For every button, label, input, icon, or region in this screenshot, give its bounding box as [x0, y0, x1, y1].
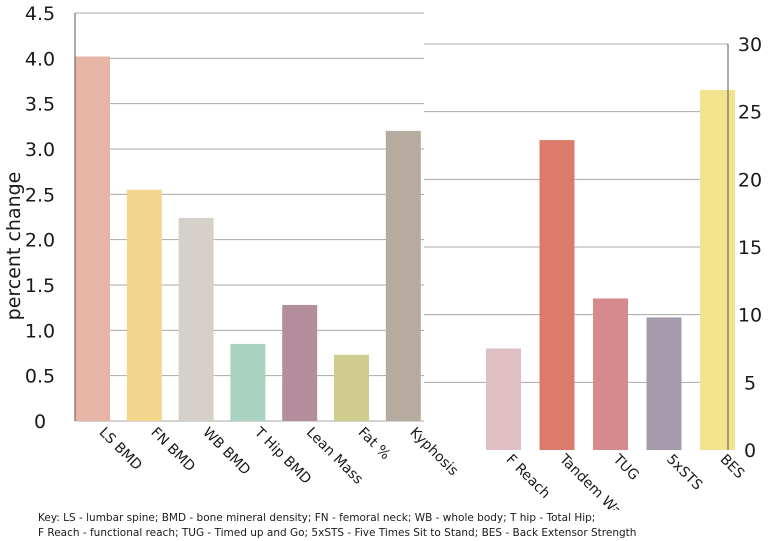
left-y-tick-label: 2.0 — [25, 230, 55, 252]
bar-5xsts — [646, 317, 682, 450]
bar-bes — [700, 90, 735, 450]
bar-t-hip-bmd — [230, 343, 266, 421]
left-y-tick-label: 0 — [34, 411, 46, 433]
left-category-label: LS BMD — [96, 425, 145, 474]
left-y-tick-label: 1.0 — [25, 320, 55, 342]
left-category-label: FN BMD — [147, 425, 198, 476]
left-y-tick-label: 4.0 — [25, 48, 55, 70]
bar-fat — [334, 354, 369, 421]
right-category-label: TUG — [609, 451, 642, 484]
bar-ls-bmd — [75, 56, 110, 422]
key-line-2: F Reach - functional reach; TUG - Timed … — [38, 527, 637, 539]
bar-lean-mass — [282, 304, 318, 421]
bar-fn-bmd — [126, 189, 162, 421]
left-y-axis-label: percent change — [3, 172, 25, 321]
left-category-label: Fat % — [355, 425, 394, 464]
bar-wb-bmd — [178, 217, 214, 421]
left-category-label: Kyphosis — [406, 425, 461, 480]
bar-tandem-walk — [539, 140, 575, 450]
right-y-tick-labels: 0 5 10 15 20 25 30 — [738, 34, 762, 462]
right-y-tick-label: 30 — [738, 34, 762, 56]
right-bars — [486, 90, 735, 450]
right-y-tick-label: 25 — [738, 102, 762, 124]
right-y-tick-label: 5 — [744, 372, 756, 394]
right-y-tick-label: 0 — [744, 440, 756, 462]
bar-tug — [593, 298, 628, 450]
left-y-tick-label: 3.0 — [25, 139, 55, 161]
left-category-label: WB BMD — [199, 425, 253, 479]
left-y-tick-labels: 0 0.5 1.0 1.5 2.0 2.5 3.0 3.5 4.0 4.5 — [25, 3, 55, 433]
bar-kyphosis — [385, 130, 421, 421]
right-category-label: F Reach — [503, 452, 553, 502]
right-gridlines — [424, 43, 728, 383]
left-y-tick-label: 3.5 — [25, 94, 55, 116]
right-y-tick-label: 15 — [738, 237, 762, 259]
key-line-1: Key: LS - lumbar spine; BMD - bone miner… — [38, 512, 596, 524]
right-category-label: 5xSTS — [663, 452, 705, 494]
right-category-label: BES — [717, 452, 748, 483]
bar-f-reach — [486, 348, 521, 450]
chart: 0 0.5 1.0 1.5 2.0 2.5 3.0 3.5 4.0 4.5 0 5 10 15 20 25 3… — [3, 3, 762, 510]
right-y-tick-label: 20 — [738, 169, 762, 191]
left-bars — [75, 56, 421, 422]
left-y-tick-label: 1.5 — [25, 275, 55, 297]
left-y-tick-label: 0.5 — [25, 366, 55, 388]
left-y-tick-label: 2.5 — [25, 184, 55, 206]
right-y-tick-label: 10 — [738, 305, 762, 327]
left-y-tick-label: 4.5 — [25, 3, 55, 25]
key-legend: Key: LS - lumbar spine; BMD - bone miner… — [38, 511, 758, 541]
